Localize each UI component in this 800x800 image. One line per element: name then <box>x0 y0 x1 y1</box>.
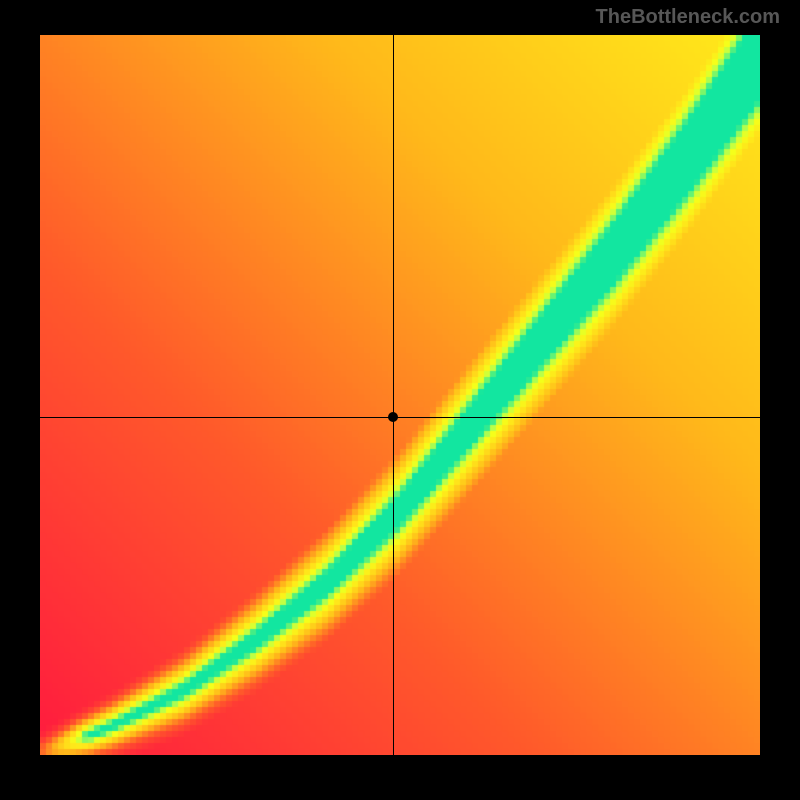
chart-container: TheBottleneck.com <box>0 0 800 800</box>
crosshair-vertical <box>393 35 394 755</box>
watermark-text: TheBottleneck.com <box>596 6 780 29</box>
plot-area <box>40 35 760 755</box>
heatmap-canvas <box>40 35 760 755</box>
crosshair-horizontal <box>40 417 760 418</box>
crosshair-marker <box>388 412 398 422</box>
